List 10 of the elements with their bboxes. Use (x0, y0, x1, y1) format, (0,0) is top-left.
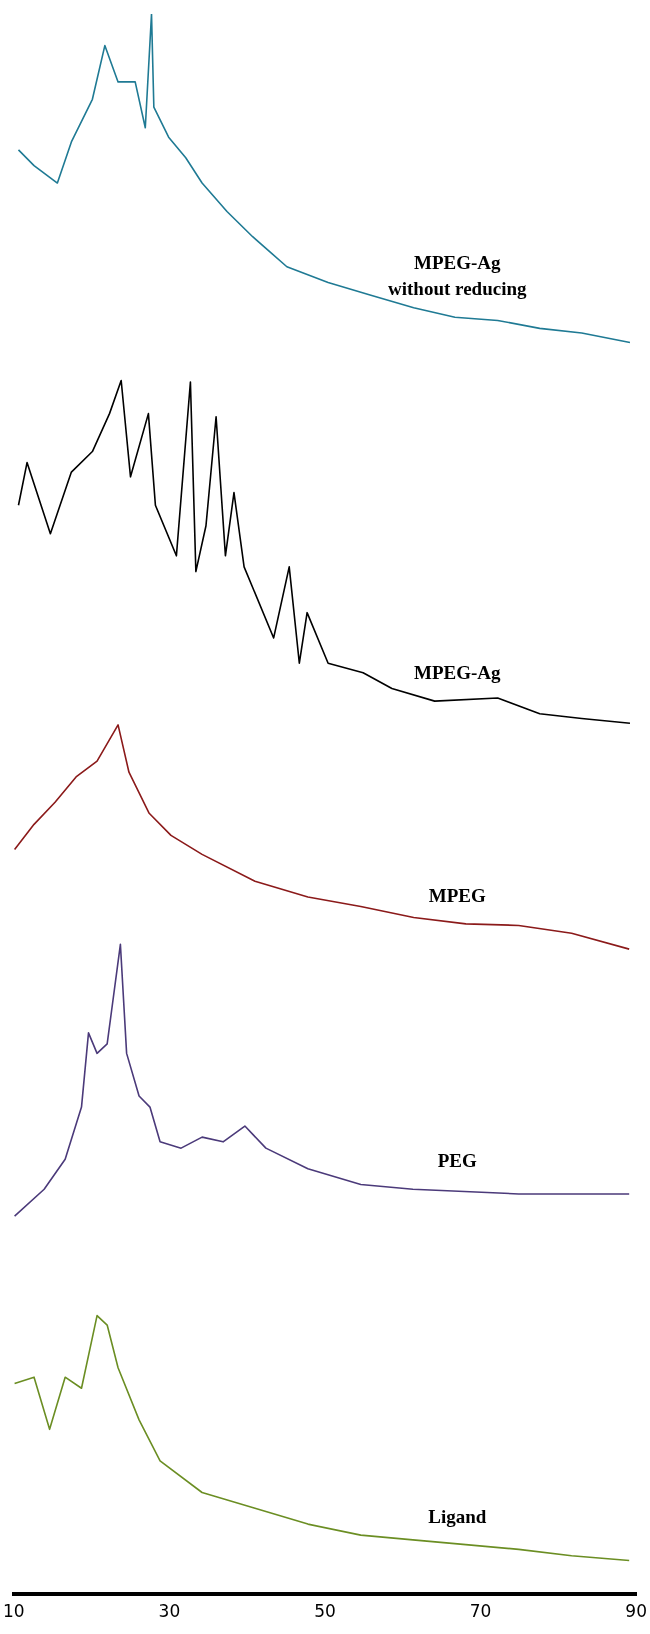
x-tick-label: 70 (469, 1601, 492, 1622)
series-label: MPEG (428, 884, 486, 906)
series-label: MPEG-Ag (413, 662, 502, 684)
series-label: PEG (437, 1150, 477, 1172)
series-label: Ligand (428, 1505, 487, 1527)
series-label: MPEG-Ag without reducing (388, 252, 527, 300)
x-tick-label: 50 (314, 1601, 336, 1622)
x-tick-label: 10 (3, 1601, 25, 1622)
x-tick-label: 30 (158, 1601, 181, 1622)
x-tick-label: 90 (625, 1601, 647, 1622)
